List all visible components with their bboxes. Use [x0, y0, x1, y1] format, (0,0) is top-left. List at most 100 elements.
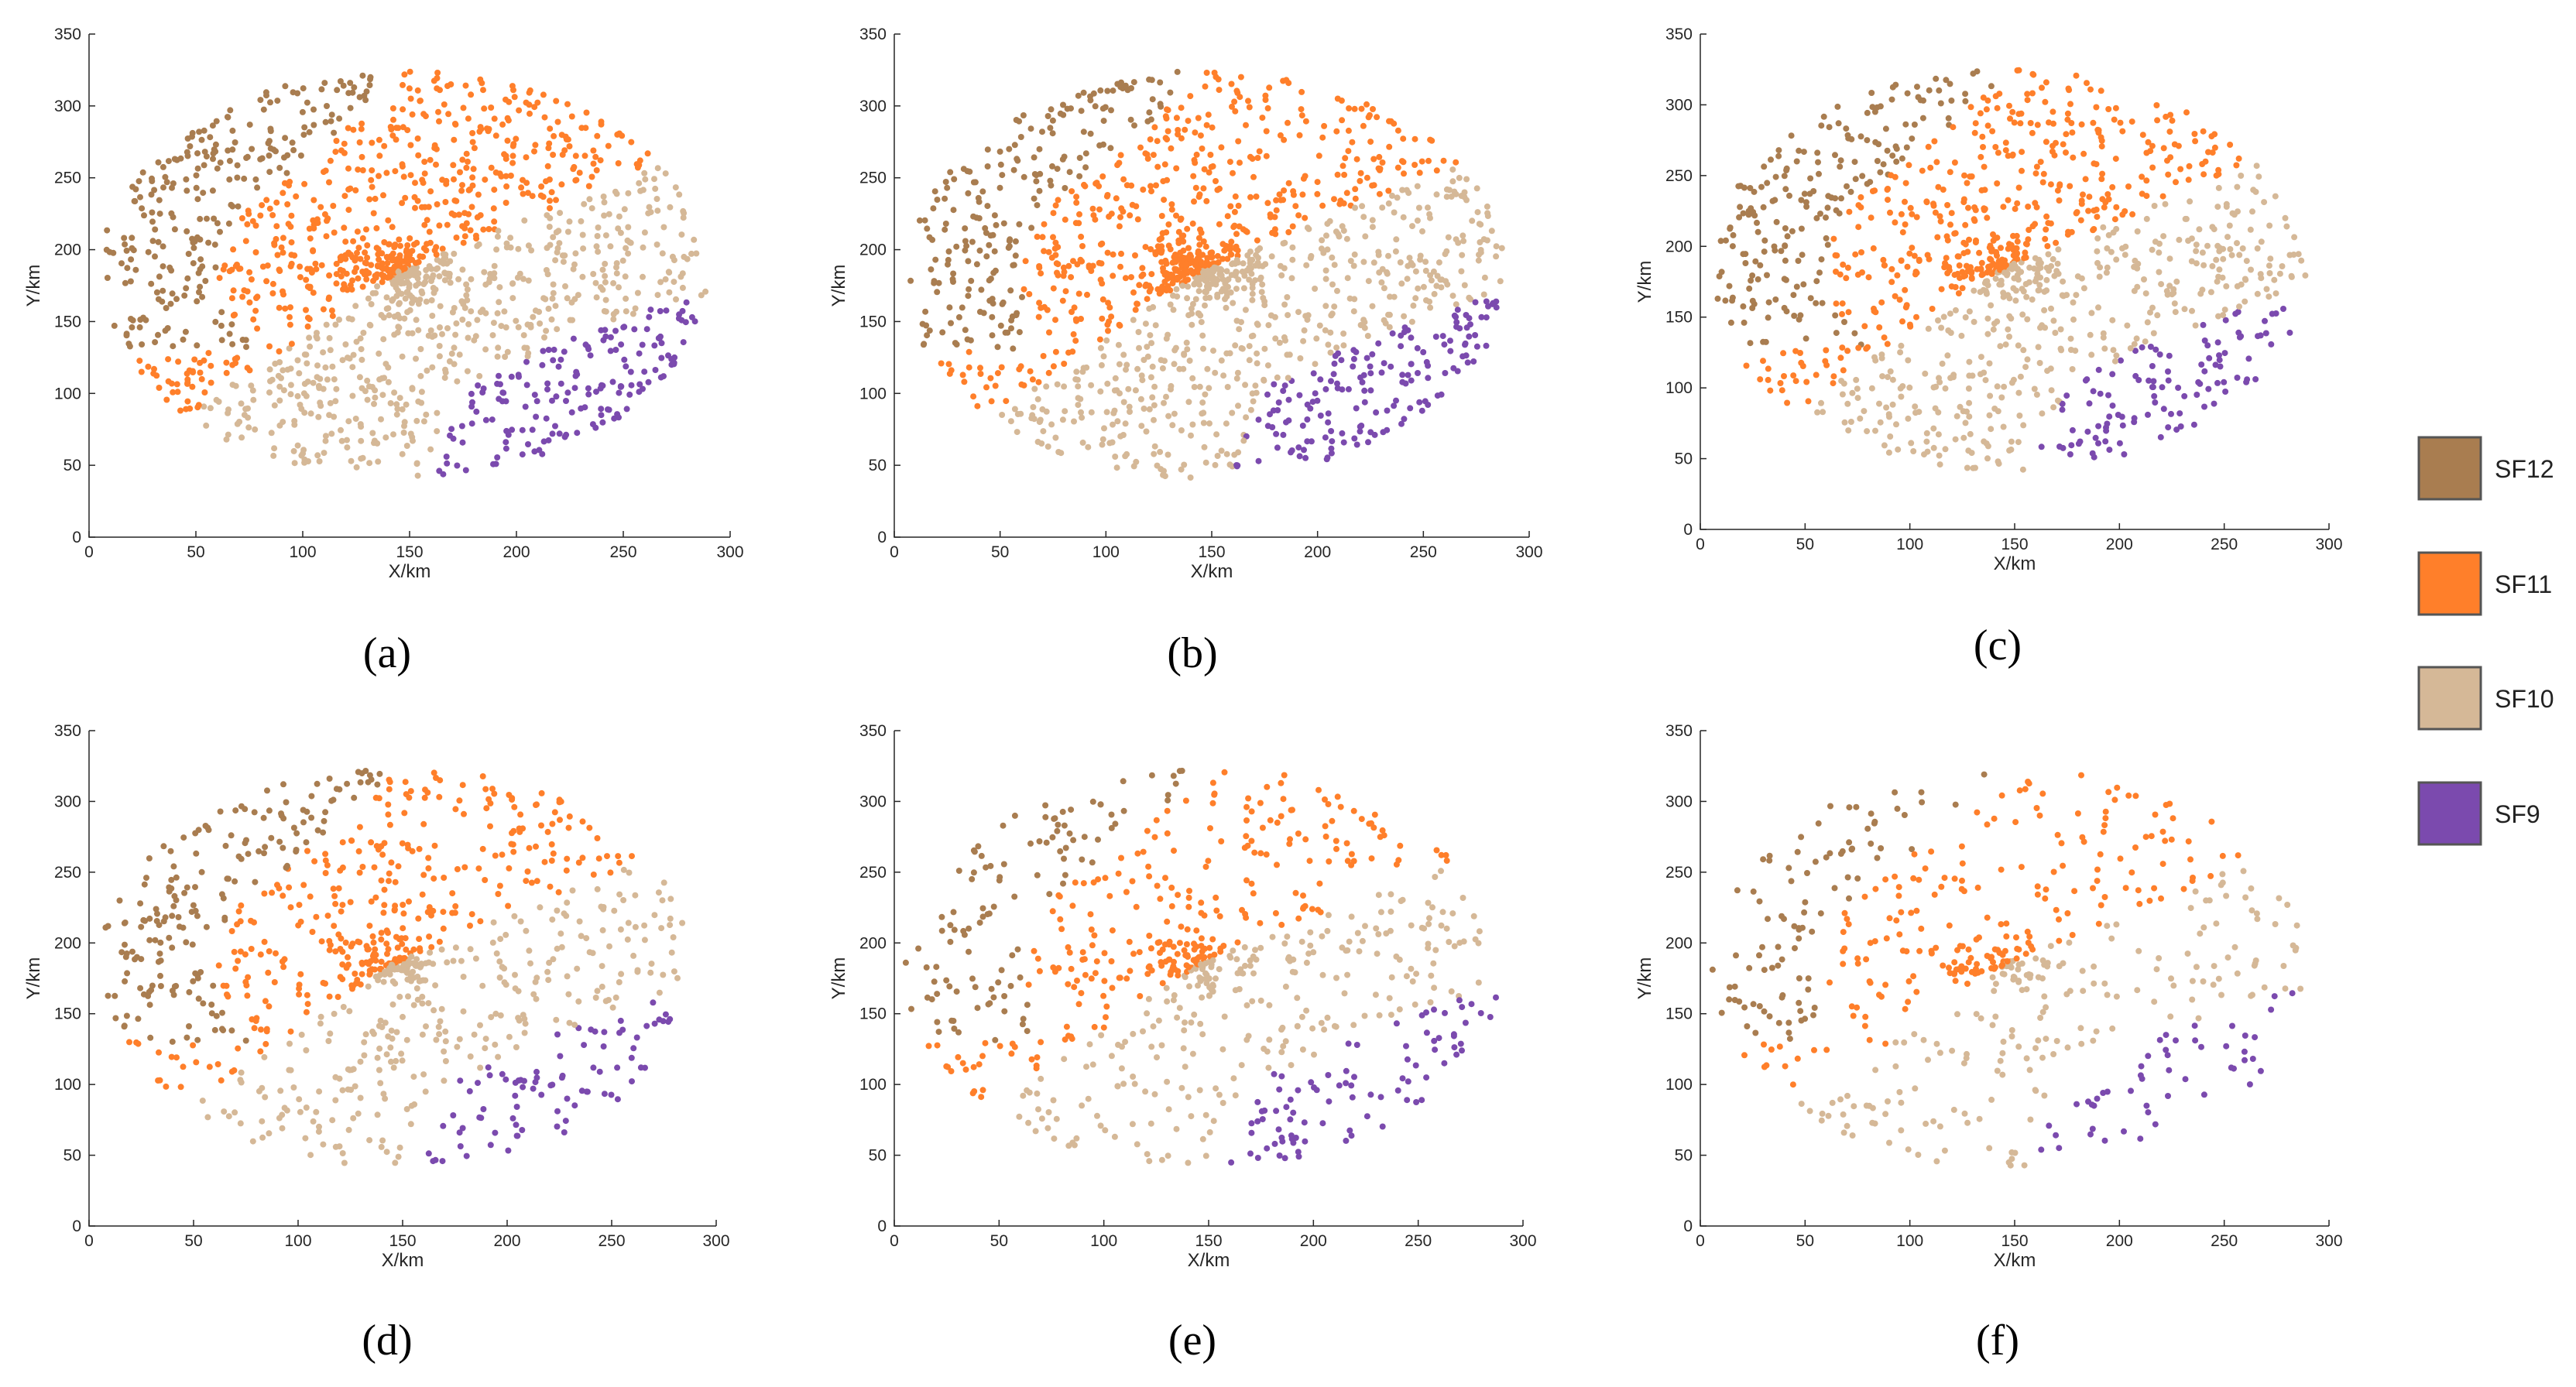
data-point-sf9 [2151, 392, 2158, 399]
data-point-sf12 [1010, 166, 1017, 173]
data-point-sf9 [1423, 358, 1430, 365]
data-point-sf11 [406, 898, 412, 905]
data-point-sf12 [1920, 97, 1926, 104]
data-point-sf9 [552, 423, 558, 430]
data-point-sf10 [2087, 331, 2094, 338]
data-point-sf12 [1798, 197, 1805, 204]
data-point-sf11 [1264, 104, 1271, 111]
data-point-sf11 [389, 255, 396, 262]
data-point-sf10 [491, 262, 498, 269]
data-point-sf10 [401, 315, 408, 322]
data-point-sf11 [1138, 272, 1145, 279]
data-point-sf10 [1114, 418, 1121, 425]
data-point-sf10 [1444, 281, 1451, 288]
data-point-sf10 [481, 269, 488, 276]
data-point-sf9 [2084, 428, 2091, 435]
data-point-sf11 [1315, 152, 1322, 159]
data-point-sf9 [1353, 405, 1360, 412]
data-point-sf9 [1353, 441, 1360, 448]
data-point-sf10 [1459, 252, 1466, 259]
data-point-sf10 [2002, 341, 2009, 348]
data-point-sf11 [326, 272, 333, 279]
data-point-sf10 [2069, 366, 2076, 372]
data-point-sf11 [242, 951, 249, 958]
data-point-sf11 [520, 190, 527, 197]
data-point-sf11 [540, 91, 547, 98]
data-point-sf11 [436, 118, 442, 125]
data-point-sf12 [1773, 218, 1780, 225]
data-point-sf10 [1011, 406, 1018, 413]
data-point-sf10 [2221, 307, 2228, 313]
data-point-sf10 [2188, 258, 2195, 265]
data-point-sf10 [1110, 409, 1117, 416]
data-point-sf10 [429, 364, 436, 371]
data-point-sf10 [454, 378, 461, 385]
data-point-sf11 [1254, 237, 1261, 244]
data-point-sf11 [1050, 210, 1057, 217]
data-point-sf9 [2176, 410, 2183, 417]
data-point-sf11 [1022, 258, 1029, 265]
data-point-sf10 [1230, 300, 1237, 307]
data-point-sf10 [536, 308, 543, 315]
data-point-sf12 [1102, 104, 1109, 111]
data-point-sf10 [2144, 319, 2151, 326]
data-point-sf10 [1195, 310, 1202, 317]
data-point-sf12 [181, 292, 188, 299]
data-point-sf9 [646, 313, 653, 320]
data-point-sf12 [199, 263, 206, 270]
data-point-sf10 [1268, 253, 1275, 260]
data-point-sf12 [141, 212, 147, 219]
data-point-sf12 [1882, 125, 1889, 132]
data-point-sf11 [553, 197, 559, 204]
data-point-sf10 [1048, 421, 1055, 428]
data-point-sf10 [2001, 383, 2008, 390]
data-point-sf10 [600, 193, 607, 200]
data-point-sf11 [251, 919, 257, 926]
data-point-sf11 [1358, 105, 1365, 112]
data-point-sf12 [991, 248, 998, 255]
data-point-sf10 [423, 267, 430, 273]
data-point-sf11 [1870, 245, 1877, 252]
data-point-sf9 [556, 430, 563, 437]
data-point-sf10 [613, 308, 619, 315]
data-point-sf10 [1054, 381, 1061, 388]
data-point-sf10 [345, 1126, 352, 1133]
data-point-sf10 [2220, 255, 2227, 262]
data-point-sf12 [149, 209, 156, 216]
x-tick-label: 0 [1696, 536, 1705, 553]
data-point-sf11 [376, 136, 382, 143]
data-point-sf11 [1247, 193, 1254, 200]
data-point-sf10 [1223, 420, 1230, 427]
data-point-sf10 [556, 240, 563, 247]
data-point-sf10 [1183, 339, 1190, 346]
data-point-sf12 [314, 827, 321, 834]
data-point-sf12 [137, 193, 143, 200]
data-point-sf10 [702, 288, 709, 295]
data-point-sf11 [1353, 156, 1360, 163]
data-point-sf11 [431, 145, 438, 152]
data-point-sf10 [357, 421, 364, 428]
x-tick-label: 150 [1198, 543, 1225, 561]
data-point-sf12 [157, 939, 164, 946]
data-point-sf12 [1060, 111, 1067, 118]
data-point-sf10 [290, 447, 297, 454]
data-point-sf12 [1736, 214, 1743, 221]
data-point-sf10 [601, 199, 608, 206]
data-point-sf10 [546, 959, 553, 966]
data-point-sf11 [428, 944, 435, 950]
data-point-sf10 [2001, 269, 2008, 276]
data-point-sf11 [1208, 163, 1215, 170]
data-point-sf9 [2262, 317, 2268, 324]
data-point-sf12 [1097, 87, 1104, 94]
data-point-sf12 [217, 228, 223, 235]
data-point-sf9 [2232, 310, 2239, 317]
data-point-sf9 [2201, 403, 2207, 410]
data-point-sf9 [2168, 410, 2174, 417]
data-point-sf11 [2077, 217, 2084, 224]
data-point-sf11 [1959, 285, 1966, 292]
data-point-sf11 [594, 835, 601, 841]
data-point-sf10 [1887, 368, 1894, 375]
data-point-sf11 [1235, 202, 1242, 209]
data-point-sf10 [383, 1051, 390, 1058]
data-point-sf10 [1199, 332, 1206, 339]
